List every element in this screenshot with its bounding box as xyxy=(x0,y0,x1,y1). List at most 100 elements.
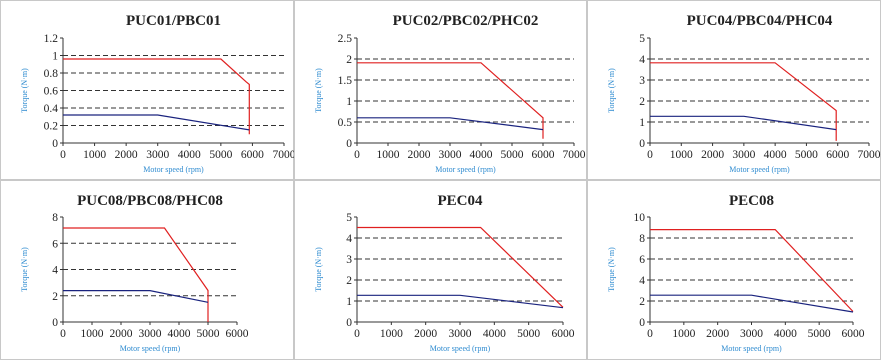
y-tick-label: 1 xyxy=(52,51,58,63)
y-tick-label: 0 xyxy=(640,138,646,150)
x-tick-label: 2000 xyxy=(701,149,724,161)
chart-panel: PUC04/PBC04/PHC04 0 1 2 3 4 5 0 1000 2000 3000 4000… xyxy=(587,0,881,180)
x-tick-label: 0 xyxy=(354,149,360,161)
x-tick-label: 5000 xyxy=(517,328,540,340)
y-tick-label: 5 xyxy=(640,33,646,45)
x-tick-label: 3000 xyxy=(438,149,461,161)
chart-svg: PEC04 0 1 2 3 4 5 0 1000 2000 3000 4000 5000 6000 Moto… xyxy=(314,193,575,353)
rated-torque-line xyxy=(650,294,854,313)
y-tick-label: 2 xyxy=(52,291,58,303)
x-tick-label: 5000 xyxy=(197,328,220,340)
y-axis-label: Torque (N·m) xyxy=(607,247,616,292)
x-tick-label: 4000 xyxy=(482,328,505,340)
x-tick-label: 4000 xyxy=(774,328,797,340)
x-tick-label: 4000 xyxy=(764,149,787,161)
x-tick-label: 5000 xyxy=(808,328,831,340)
y-tick-label: 4 xyxy=(640,54,646,66)
x-tick-label: 4000 xyxy=(178,149,201,161)
x-tick-label: 2000 xyxy=(706,328,729,340)
y-tick-label: 6 xyxy=(52,238,58,250)
y-axis-label: Torque (N·m) xyxy=(20,247,29,292)
x-tick-label: 4000 xyxy=(469,149,492,161)
rated-torque-line xyxy=(356,117,543,131)
x-tick-label: 7000 xyxy=(858,149,881,161)
y-tick-label: 1.2 xyxy=(44,33,59,45)
x-tick-label: 2000 xyxy=(414,328,437,340)
peak-torque-line xyxy=(63,58,250,135)
y-tick-label: 0.4 xyxy=(44,103,59,115)
x-tick-label: 0 xyxy=(647,328,653,340)
y-tick-label: 4 xyxy=(52,265,58,277)
y-tick-label: 0 xyxy=(52,138,58,150)
x-tick-label: 3000 xyxy=(139,328,162,340)
rated-torque-line xyxy=(63,289,209,303)
rated-torque-line xyxy=(650,115,837,131)
chart-svg: PUC08/PBC08/PHC08 0 2 4 6 8 0 1000 2000 3000 4000 5… xyxy=(20,193,249,353)
x-tick-label: 5000 xyxy=(795,149,818,161)
x-tick-label: 0 xyxy=(647,149,653,161)
y-tick-label: 2 xyxy=(346,275,352,287)
x-tick-label: 3000 xyxy=(146,149,169,161)
y-tick-label: 0 xyxy=(640,317,646,329)
y-tick-label: 0 xyxy=(346,138,352,150)
chart-svg: PUC01/PBC01 0 0.2 0.4 0.6 0.8 1 1.2 0 1000 2000 300… xyxy=(20,13,294,174)
y-axis-label: Torque (N·m) xyxy=(314,247,323,292)
y-tick-label: 0 xyxy=(346,317,352,329)
y-tick-label: 3 xyxy=(640,75,646,87)
x-tick-label: 4000 xyxy=(168,328,191,340)
y-tick-label: 4 xyxy=(346,233,352,245)
chart-panel: PEC08 0 2 4 6 8 10 0 1000 2000 3000 4000 5000 6000 Mot… xyxy=(587,180,881,360)
x-axis-label: Motor speed (rpm) xyxy=(722,344,783,353)
x-tick-label: 1000 xyxy=(673,328,696,340)
x-tick-label: 7000 xyxy=(562,149,585,161)
peak-torque-line xyxy=(650,62,838,141)
chart-panel: PUC02/PBC02/PHC02 0 0.5 1 1.5 2 2.5 0 1000 2000 30… xyxy=(293,0,588,180)
y-tick-label: 8 xyxy=(640,233,646,245)
x-tick-label: 5000 xyxy=(500,149,523,161)
chart-title: PUC08/PBC08/PHC08 xyxy=(77,193,223,209)
x-tick-label: 1000 xyxy=(379,328,402,340)
chart-panel: PUC01/PBC01 0 0.2 0.4 0.6 0.8 1 1.2 0 1000 2000 300… xyxy=(0,0,294,180)
chart-svg: PUC02/PBC02/PHC02 0 0.5 1 1.5 2 2.5 0 1000 2000 30… xyxy=(314,13,586,174)
chart-title: PUC01/PBC01 xyxy=(126,13,221,29)
x-tick-label: 6000 xyxy=(531,149,554,161)
rated-torque-line xyxy=(356,294,563,309)
y-tick-label: 1 xyxy=(640,117,646,129)
y-axis-label: Torque (N·m) xyxy=(314,68,323,113)
x-tick-label: 6000 xyxy=(241,149,264,161)
chart-svg: PEC08 0 2 4 6 8 10 0 1000 2000 3000 4000 5000 6000 Mot… xyxy=(607,193,865,353)
y-tick-label: 2 xyxy=(346,54,352,66)
x-tick-label: 0 xyxy=(60,149,66,161)
x-tick-label: 6000 xyxy=(226,328,249,340)
chart-panel: PEC04 0 1 2 3 4 5 0 1000 2000 3000 4000 5000 6000 Moto… xyxy=(293,180,588,360)
x-axis-label: Motor speed (rpm) xyxy=(429,344,490,353)
peak-torque-line xyxy=(650,228,854,312)
chart-svg: PUC04/PBC04/PHC04 0 1 2 3 4 5 0 1000 2000 3000 4000… xyxy=(607,13,881,174)
y-tick-label: 8 xyxy=(52,212,58,224)
x-tick-label: 3000 xyxy=(740,328,763,340)
x-tick-label: 0 xyxy=(354,328,360,340)
y-tick-label: 4 xyxy=(640,275,646,287)
peak-torque-line xyxy=(63,227,209,322)
y-axis-label: Torque (N·m) xyxy=(20,68,29,113)
x-tick-label: 2000 xyxy=(115,149,138,161)
x-tick-label: 0 xyxy=(60,328,66,340)
y-tick-label: 1.5 xyxy=(337,75,352,87)
x-tick-label: 1000 xyxy=(376,149,399,161)
y-tick-label: 1 xyxy=(346,96,352,108)
chart-title: PEC04 xyxy=(437,193,483,209)
chart-title: PUC02/PBC02/PHC02 xyxy=(392,13,538,29)
x-tick-label: 2000 xyxy=(110,328,133,340)
y-tick-label: 0.6 xyxy=(44,86,59,98)
y-tick-label: 0.5 xyxy=(337,117,352,129)
y-tick-label: 2.5 xyxy=(337,33,352,45)
x-axis-label: Motor speed (rpm) xyxy=(120,344,181,353)
x-tick-label: 6000 xyxy=(842,328,865,340)
chart-title: PUC04/PBC04/PHC04 xyxy=(687,13,833,29)
y-tick-label: 2 xyxy=(640,96,646,108)
y-tick-label: 3 xyxy=(346,254,352,266)
x-tick-label: 3000 xyxy=(733,149,756,161)
y-tick-label: 0 xyxy=(52,317,58,329)
y-tick-label: 10 xyxy=(634,212,646,224)
